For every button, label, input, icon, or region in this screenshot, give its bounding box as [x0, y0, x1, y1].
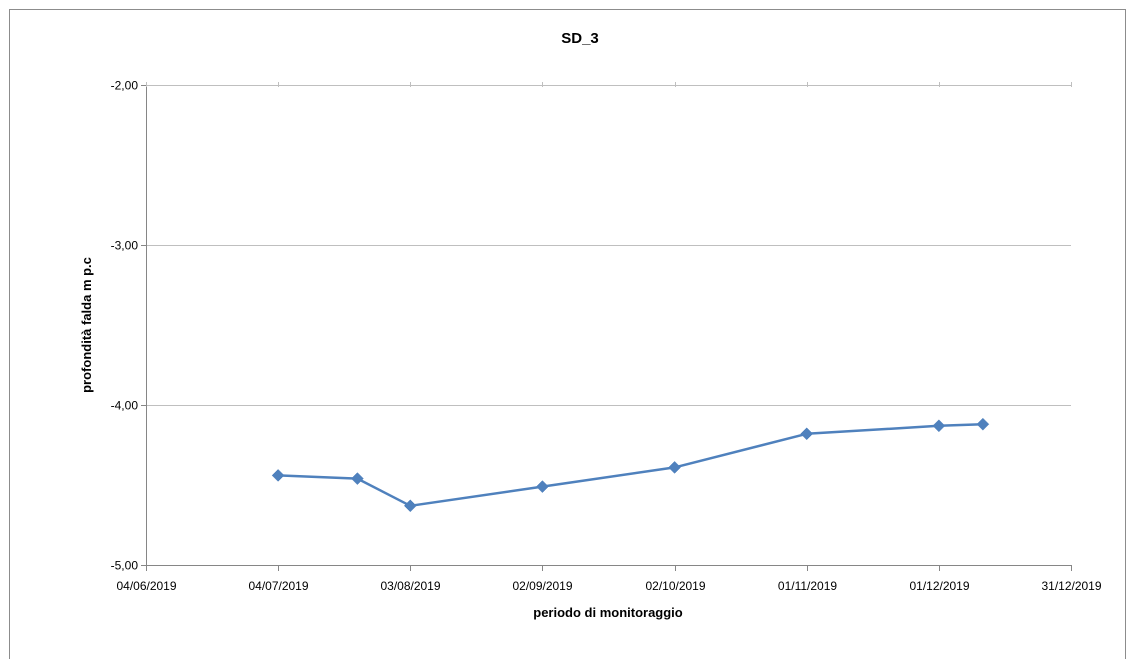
x-tick-label: 31/12/2019 — [1041, 579, 1101, 593]
x-tick-label: 04/07/2019 — [248, 579, 308, 593]
x-tick-label: 01/12/2019 — [909, 579, 969, 593]
axes — [146, 85, 1071, 566]
x-tick-label: 01/11/2019 — [778, 579, 837, 593]
data-point-marker — [800, 427, 814, 441]
x-axis-ticks: 04/06/2019 04/07/2019 03/08/2019 02/09/2019… — [116, 82, 1102, 593]
data-point-marker — [932, 419, 946, 433]
y-axis-title: profondità falda m p.c — [79, 257, 94, 393]
data-point-marker — [536, 480, 549, 493]
x-tick-label: 04/06/2019 — [116, 579, 176, 593]
y-tick-label: -4,00 — [111, 399, 139, 413]
y-tick-label: -3,00 — [111, 239, 139, 253]
data-point-marker — [403, 499, 417, 513]
data-point-marker — [668, 461, 681, 474]
series-line — [278, 422, 983, 508]
x-tick-label: 02/10/2019 — [645, 579, 705, 593]
y-axis-ticks: -2,00 -3,00 -4,00 -5,00 — [111, 79, 146, 573]
y-tick-label: -5,00 — [111, 559, 139, 573]
gridlines — [146, 85, 1071, 406]
chart-title: SD_3 — [561, 30, 599, 47]
x-axis-title: periodo di monitoraggio — [533, 605, 683, 620]
x-tick-label: 02/09/2019 — [512, 579, 572, 593]
data-point-marker — [976, 417, 990, 431]
data-point-marker — [351, 472, 364, 485]
series-group — [271, 417, 990, 513]
y-tick-label: -2,00 — [111, 79, 139, 93]
data-point-marker — [271, 469, 285, 482]
chart-area — [9, 9, 1126, 659]
x-tick-label: 03/08/2019 — [380, 579, 440, 593]
